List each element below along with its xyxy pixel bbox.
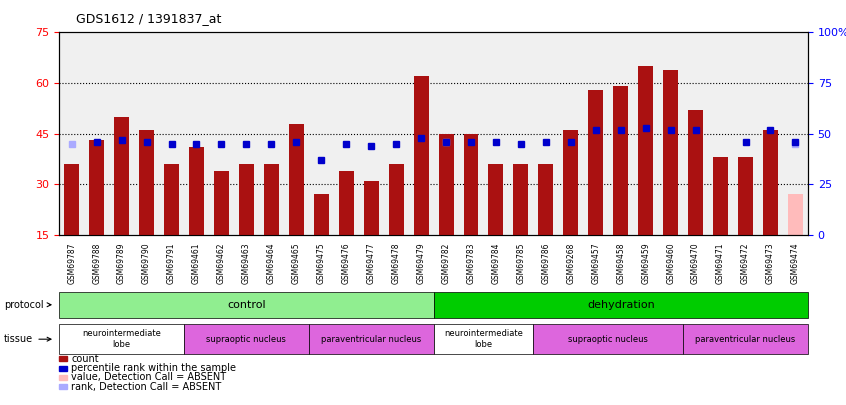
Bar (364, 181, 379, 235)
Text: control: control (227, 300, 266, 310)
Bar (388, 164, 404, 235)
Bar (414, 76, 429, 235)
Bar (788, 194, 803, 235)
Text: percentile rank within the sample: percentile rank within the sample (71, 363, 236, 373)
Text: count: count (71, 354, 99, 364)
Bar (663, 70, 678, 235)
Text: tissue: tissue (4, 334, 51, 344)
Text: supraoptic nucleus: supraoptic nucleus (569, 335, 648, 344)
Text: paraventricular nucleus: paraventricular nucleus (695, 335, 795, 344)
Text: paraventricular nucleus: paraventricular nucleus (321, 335, 421, 344)
Bar (713, 157, 728, 235)
Text: neurointermediate
lobe: neurointermediate lobe (82, 330, 161, 349)
Bar (438, 134, 453, 235)
Bar (114, 117, 129, 235)
Bar (464, 134, 479, 235)
Text: supraoptic nucleus: supraoptic nucleus (206, 335, 286, 344)
Bar (738, 157, 753, 235)
Bar (64, 164, 80, 235)
Text: rank, Detection Call = ABSENT: rank, Detection Call = ABSENT (71, 382, 222, 392)
Text: neurointermediate
lobe: neurointermediate lobe (444, 330, 523, 349)
Bar (89, 141, 104, 235)
Bar (613, 86, 629, 235)
Bar (514, 164, 529, 235)
Text: dehydration: dehydration (587, 300, 655, 310)
Bar (688, 110, 703, 235)
Bar (488, 164, 503, 235)
Bar (239, 164, 254, 235)
Bar (214, 171, 229, 235)
Bar (538, 164, 553, 235)
Text: protocol: protocol (4, 300, 51, 310)
Bar (563, 130, 579, 235)
Bar (588, 90, 603, 235)
Text: GDS1612 / 1391837_at: GDS1612 / 1391837_at (76, 12, 222, 25)
Text: value, Detection Call = ABSENT: value, Detection Call = ABSENT (71, 373, 226, 382)
Bar (638, 66, 653, 235)
Bar (314, 194, 329, 235)
Bar (338, 171, 354, 235)
Bar (288, 124, 304, 235)
Bar (64, 164, 80, 235)
Bar (438, 134, 453, 235)
Bar (763, 130, 778, 235)
Bar (189, 147, 204, 235)
Bar (164, 164, 179, 235)
Bar (264, 164, 279, 235)
Bar (139, 130, 154, 235)
